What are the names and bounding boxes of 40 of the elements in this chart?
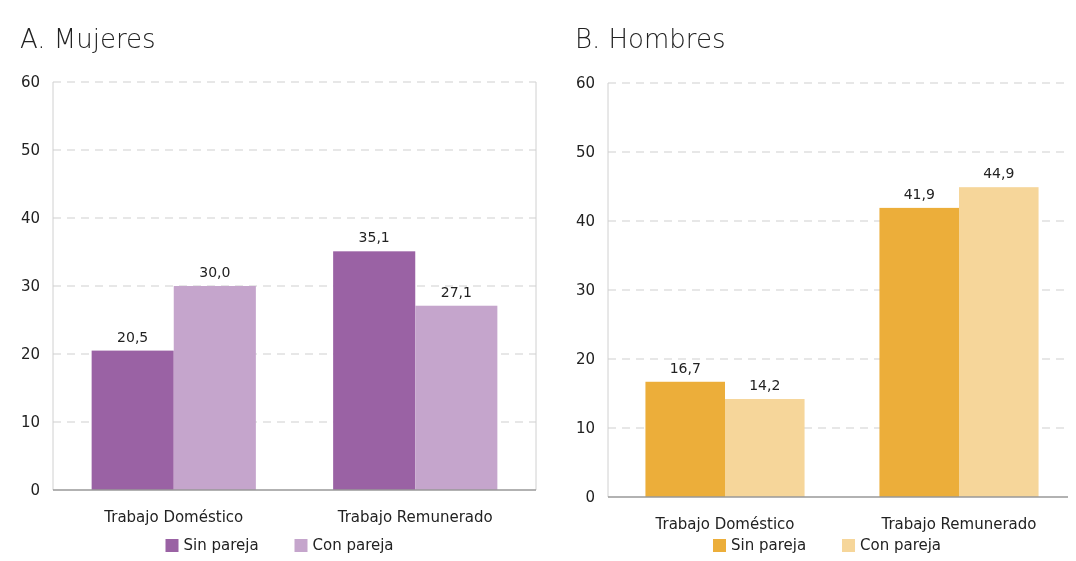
- bar: [91, 350, 174, 490]
- y-tick-label: 30: [20, 277, 40, 296]
- data-label: 14,2: [749, 377, 781, 394]
- x-tick-label: Trabajo Doméstico: [103, 508, 244, 526]
- y-tick-label: 10: [575, 419, 595, 438]
- x-tick-label: Trabajo Doméstico: [654, 515, 795, 533]
- y-tick-label: 0: [585, 488, 595, 507]
- data-label: 30,0: [199, 264, 231, 280]
- bar: [173, 286, 256, 490]
- y-tick-label: 10: [20, 413, 40, 432]
- legend-label: Con pareja: [312, 536, 394, 554]
- data-label: 20,5: [117, 328, 149, 345]
- bar: [645, 381, 725, 497]
- y-tick-label: 30: [575, 281, 595, 300]
- data-label: 41,9: [903, 185, 935, 202]
- y-tick-label: 40: [575, 212, 595, 231]
- y-tick-label: 50: [575, 143, 595, 162]
- data-label: 27,1: [440, 283, 472, 300]
- data-label: 35,1: [358, 229, 390, 246]
- y-tick-label: 20: [575, 350, 595, 369]
- legend-label: Con pareja: [860, 536, 942, 554]
- bar: [725, 399, 805, 497]
- y-tick-label: 20: [20, 345, 40, 364]
- y-tick-label: 60: [20, 73, 40, 92]
- chart-title: B. Hombres: [575, 24, 726, 54]
- y-tick-label: 60: [575, 74, 595, 93]
- y-tick-label: 40: [20, 209, 40, 228]
- x-tick-label: Trabajo Remunerado: [880, 515, 1037, 533]
- x-tick-label: Trabajo Remunerado: [336, 508, 493, 526]
- bar: [879, 207, 959, 497]
- bar: [415, 305, 498, 490]
- y-tick-label: 50: [20, 141, 40, 160]
- y-tick-label: 0: [30, 481, 40, 500]
- data-label: 16,7: [669, 359, 701, 376]
- data-label: 44,9: [983, 165, 1015, 182]
- bar: [959, 187, 1039, 497]
- bar: [333, 251, 416, 490]
- legend-label: Sin pareja: [183, 536, 259, 554]
- legend-label: Sin pareja: [731, 536, 807, 554]
- chart-title: A. Mujeres: [20, 24, 156, 54]
